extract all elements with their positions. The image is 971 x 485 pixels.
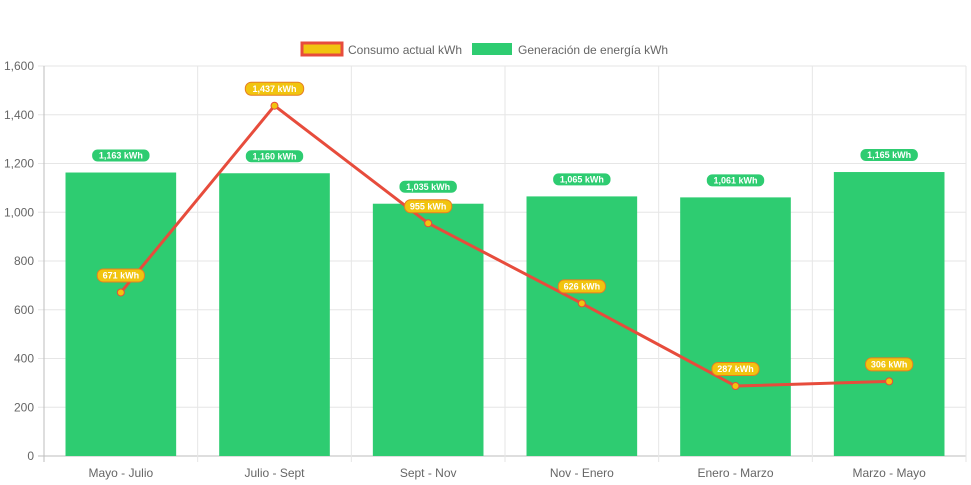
legend-swatch-generacion [472,43,512,55]
y-tick-label: 1,000 [4,205,34,219]
bar[interactable] [372,203,484,456]
line-point[interactable] [577,299,586,308]
legend-label-consumo: Consumo actual kWh [348,43,462,57]
legend-label-generacion: Generación de energía kWh [518,43,668,57]
y-tick-label: 400 [14,352,34,366]
x-tick-label: Julio - Sept [244,466,305,480]
y-tick-label: 200 [14,400,34,414]
bar-data-label-bg [244,149,305,164]
legend-item-generacion[interactable]: Generación de energía kWh [472,43,668,57]
line-point[interactable] [116,288,125,297]
y-tick-label: 1,400 [4,108,34,122]
line-series [116,101,894,391]
bar-data-label: 1,061 kWh [713,176,757,186]
line-data-label: 1,437 kWh [252,84,296,94]
bar[interactable] [219,173,330,456]
bar-data-label-bg [705,173,766,188]
line-data-label-bg [244,81,305,96]
bar-data-label-bg [552,172,612,187]
bars-series [65,172,945,457]
line-point[interactable] [731,382,740,391]
line-path [119,104,890,388]
x-tick-label: Marzo - Mayo [852,466,926,480]
line-point[interactable] [424,219,433,228]
line-data-label-bg [711,362,760,377]
line-data-label: 306 kWh [871,360,908,370]
bar-data-label: 1,163 kWh [99,151,143,161]
legend[interactable]: Consumo actual kWh Generación de energía… [300,41,668,57]
line-data-label: 287 kWh [717,364,754,374]
y-tick-label: 1,200 [4,157,34,171]
line-data-label-bg [557,279,606,294]
bar-data-label-bg [859,148,919,163]
bar[interactable] [833,172,945,456]
y-tick-label: 800 [14,254,34,268]
bar-data-label-bg [398,179,458,194]
line-data-label: 671 kWh [103,271,140,281]
line-point[interactable] [270,101,279,110]
legend-item-consumo[interactable]: Consumo actual kWh [300,41,462,57]
x-tick-label: Mayo - Julio [88,466,153,480]
line-data-label: 955 kWh [410,201,447,211]
y-tick-label: 1,600 [4,59,34,73]
y-tick-label: 0 [27,449,34,463]
bar-data-label-bg [91,148,151,163]
x-tick-label: Nov - Enero [550,466,614,480]
line-data-label-bg [96,268,145,283]
data-labels: 1,163 kWh 1,160 kWh 1,035 kWh 1,065 kWh 1,06… [91,81,919,377]
line-data-label-bg [865,357,914,372]
line-point[interactable] [885,377,894,386]
bar[interactable] [526,196,638,456]
legend-swatch-consumo [300,41,344,57]
bar-data-label: 1,160 kWh [252,151,296,161]
axes: 0 200 400 600 800 1,000 1,200 1,400 1,600 Mayo - … [4,59,926,480]
bar-data-label: 1,035 kWh [406,182,450,192]
x-tick-label: Enero - Marzo [697,466,773,480]
bar[interactable] [680,197,791,456]
bar-data-label: 1,165 kWh [867,150,911,160]
grid [38,65,967,462]
y-tick-label: 600 [14,303,34,317]
bar-data-label: 1,065 kWh [560,175,604,185]
line-data-label-bg [404,199,453,214]
x-tick-label: Sept - Nov [400,466,457,480]
bar[interactable] [65,172,177,457]
line-data-label: 626 kWh [564,282,601,292]
